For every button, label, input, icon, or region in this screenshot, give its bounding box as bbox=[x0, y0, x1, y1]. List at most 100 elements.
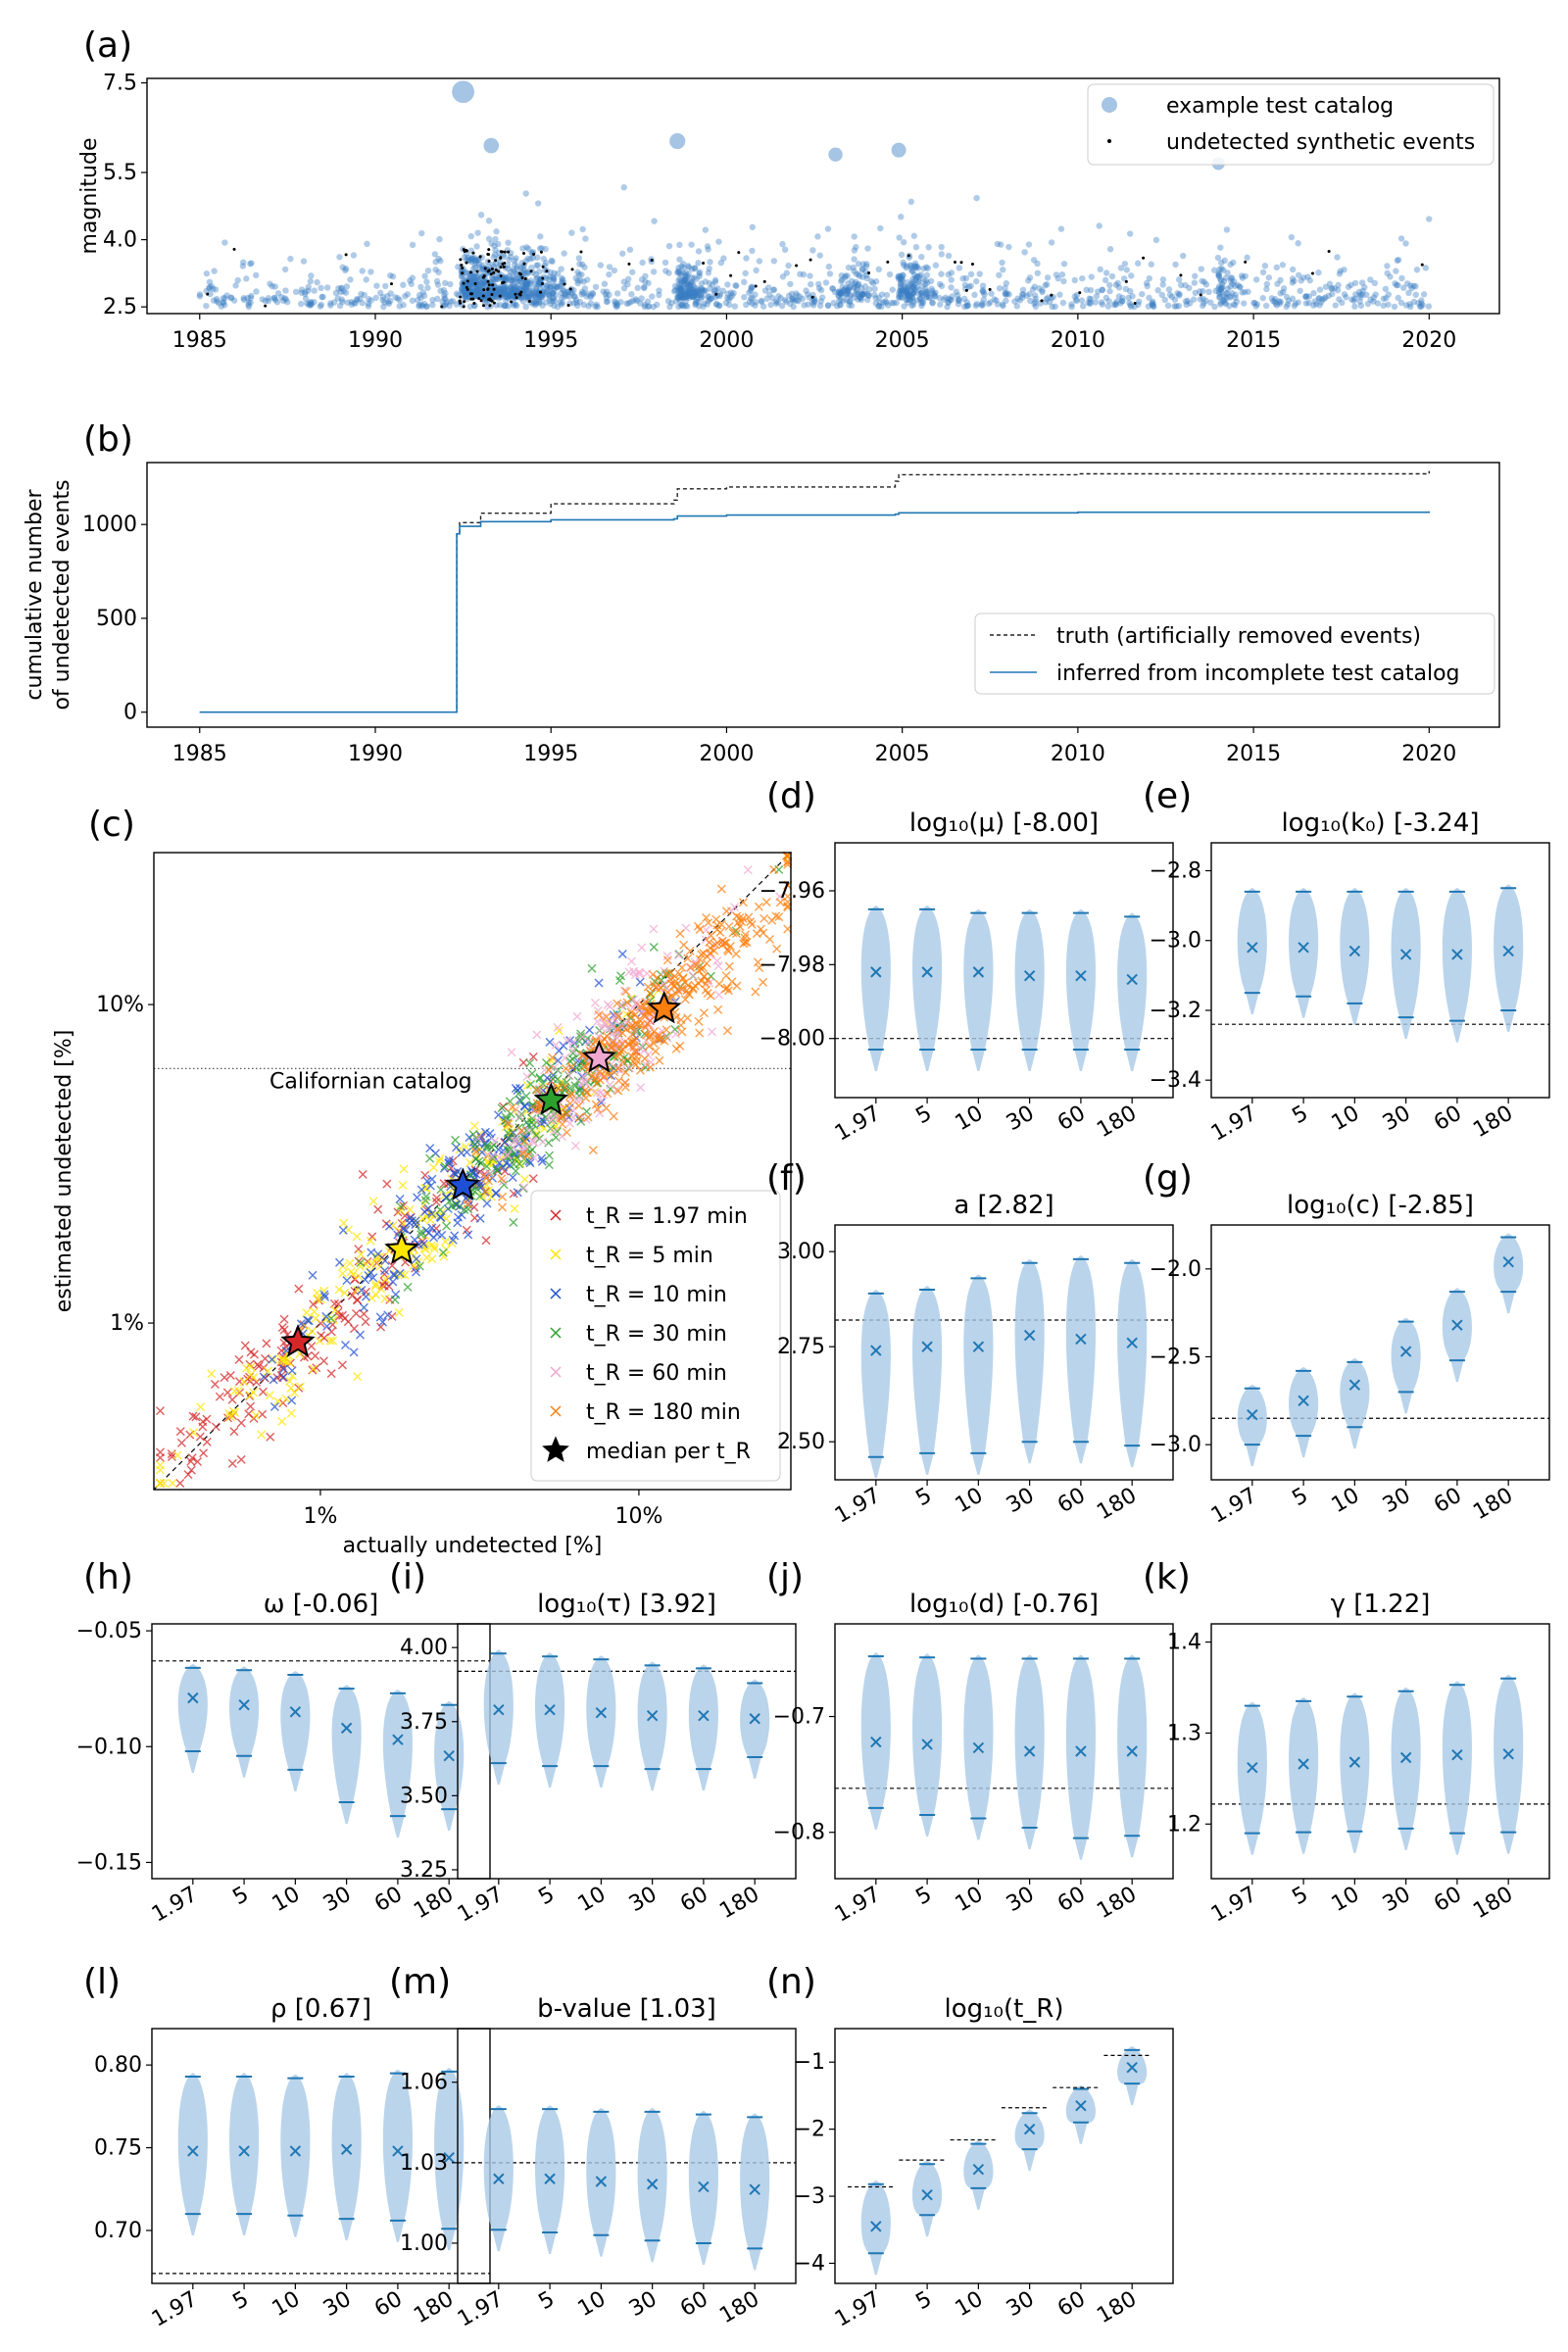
undetected-event bbox=[1133, 301, 1137, 305]
large-event bbox=[669, 132, 686, 150]
scatter-point bbox=[645, 1062, 655, 1072]
catalog-point bbox=[1060, 277, 1067, 285]
catalog-point bbox=[1291, 277, 1298, 284]
scatter-point bbox=[269, 1375, 278, 1385]
undetected-event bbox=[517, 271, 521, 275]
violin-body bbox=[1237, 1384, 1267, 1467]
scatter-point bbox=[585, 1025, 595, 1035]
catalog-point bbox=[908, 294, 916, 302]
catalog-point bbox=[1102, 270, 1110, 276]
catalog-point bbox=[1416, 303, 1424, 310]
catalog-point bbox=[1387, 273, 1394, 280]
catalog-point bbox=[196, 291, 204, 298]
catalog-point bbox=[1106, 246, 1114, 253]
undetected-event bbox=[503, 261, 507, 265]
catalog-point bbox=[1277, 298, 1285, 306]
scatter-point bbox=[662, 952, 672, 961]
catalog-point bbox=[434, 295, 441, 303]
catalog-point bbox=[918, 300, 925, 307]
catalog-point bbox=[1149, 300, 1155, 307]
catalog-point bbox=[298, 289, 305, 296]
catalog-point bbox=[1143, 279, 1151, 287]
scatter-point bbox=[225, 1370, 235, 1380]
catalog-point bbox=[1415, 300, 1422, 307]
catalog-point bbox=[1083, 286, 1090, 293]
catalog-point bbox=[480, 279, 488, 287]
violin-body bbox=[912, 905, 943, 1072]
catalog-point bbox=[956, 297, 963, 305]
catalog-point bbox=[1087, 300, 1094, 308]
catalog-point bbox=[211, 268, 218, 274]
undetected-event bbox=[540, 282, 544, 286]
scatter-point bbox=[606, 1080, 614, 1090]
catalog-point bbox=[429, 301, 436, 309]
catalog-point bbox=[1383, 294, 1390, 302]
catalog-point bbox=[281, 295, 288, 302]
scatter-point bbox=[594, 978, 604, 988]
catalog-point bbox=[1032, 303, 1040, 310]
catalog-point bbox=[580, 301, 588, 309]
scatter-point bbox=[251, 1410, 261, 1420]
undetected-event bbox=[579, 250, 583, 254]
scatter-point bbox=[202, 1414, 212, 1424]
catalog-point bbox=[1261, 263, 1269, 270]
catalog-point bbox=[942, 294, 950, 301]
undetected-event bbox=[1420, 263, 1424, 267]
catalog-point bbox=[858, 291, 865, 298]
catalog-point bbox=[1159, 281, 1166, 288]
catalog-point bbox=[835, 298, 843, 305]
catalog-point bbox=[1217, 244, 1224, 251]
undetected-event bbox=[527, 300, 531, 304]
catalog-point bbox=[944, 303, 951, 311]
undetected-event bbox=[468, 270, 472, 274]
catalog-point bbox=[1049, 303, 1055, 311]
catalog-point bbox=[632, 296, 639, 303]
catalog-point bbox=[409, 297, 416, 304]
catalog-point bbox=[572, 296, 580, 304]
catalog-point bbox=[665, 242, 673, 250]
catalog-point bbox=[423, 303, 430, 310]
x-tick-label: 1995 bbox=[523, 328, 578, 353]
catalog-point bbox=[1186, 284, 1193, 292]
catalog-point bbox=[903, 296, 909, 304]
catalog-point bbox=[702, 278, 710, 285]
catalog-point bbox=[932, 289, 939, 296]
x-tick-label: 60 bbox=[1054, 1102, 1090, 1137]
catalog-point bbox=[1295, 299, 1301, 306]
catalog-point bbox=[1106, 281, 1113, 289]
scatter-point bbox=[675, 1041, 685, 1051]
catalog-point bbox=[463, 293, 469, 300]
violin-body bbox=[1065, 2084, 1096, 2144]
catalog-point bbox=[555, 283, 562, 290]
catalog-point bbox=[701, 300, 708, 307]
x-tick-label: 30 bbox=[1379, 1883, 1415, 1918]
catalog-point bbox=[368, 269, 374, 275]
y-tick-label: −3.4 bbox=[1150, 1068, 1201, 1093]
x-tick-label: 180 bbox=[1093, 1883, 1141, 1925]
catalog-point bbox=[437, 287, 444, 295]
catalog-point bbox=[1302, 293, 1310, 300]
catalog-point bbox=[506, 257, 513, 264]
panel-title: b-value [1.03] bbox=[537, 1994, 716, 2024]
scatter-point bbox=[156, 1460, 165, 1470]
catalog-point bbox=[253, 288, 260, 295]
catalog-point bbox=[749, 223, 757, 230]
catalog-point bbox=[674, 295, 682, 302]
catalog-point bbox=[613, 302, 621, 310]
catalog-point bbox=[558, 301, 565, 308]
catalog-point bbox=[945, 295, 953, 302]
catalog-point bbox=[1175, 302, 1183, 310]
x-tick-label: 60 bbox=[1430, 1102, 1466, 1137]
y-tick-label: −0.7 bbox=[773, 1705, 825, 1730]
catalog-point bbox=[540, 255, 548, 263]
catalog-point bbox=[280, 297, 287, 305]
catalog-point bbox=[677, 302, 685, 310]
catalog-point bbox=[904, 287, 910, 295]
panel-label: (b) bbox=[83, 419, 133, 460]
catalog-point bbox=[1176, 290, 1183, 298]
undetected-event bbox=[497, 270, 501, 273]
violin-body bbox=[1014, 1258, 1045, 1464]
catalog-point bbox=[770, 258, 778, 265]
x-tick-label: 30 bbox=[319, 1883, 356, 1918]
